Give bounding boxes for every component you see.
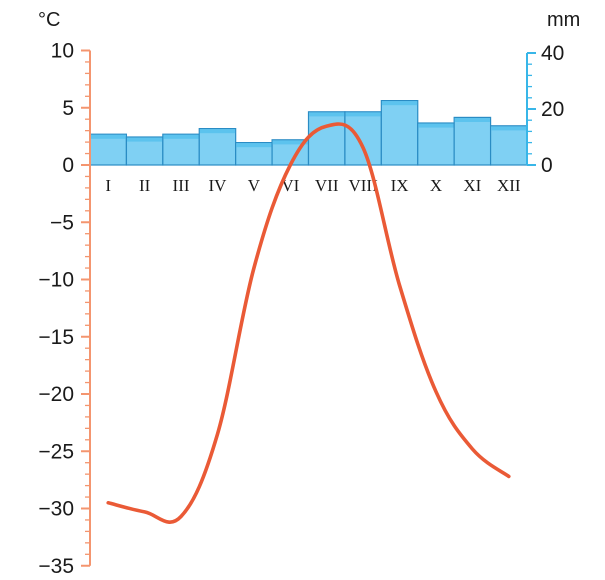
left-tick-label: −5 bbox=[50, 211, 74, 234]
precip-bar-top bbox=[381, 101, 418, 106]
precip-bar-top bbox=[454, 118, 490, 122]
precip-bar-XII bbox=[489, 125, 528, 166]
axes: 10 5 0 −5 −10 −15 −20 −25 −30 −35 40 20 0 bbox=[38, 40, 564, 578]
precip-bar-I bbox=[89, 133, 128, 166]
precip-bar-body bbox=[417, 122, 455, 166]
precip-bar-body bbox=[162, 133, 200, 166]
precip-bar-VII bbox=[307, 111, 346, 166]
left-tick-label: 0 bbox=[62, 154, 74, 177]
month-label-IX: IX bbox=[391, 176, 409, 195]
month-label-III: III bbox=[173, 176, 190, 195]
precip-bar-XI bbox=[453, 116, 492, 166]
precip-bar-top bbox=[272, 140, 308, 145]
precip-bar-top bbox=[236, 143, 272, 148]
precip-bar-body bbox=[125, 136, 164, 166]
precip-bar-body bbox=[198, 128, 237, 166]
month-label-VI: VI bbox=[281, 176, 299, 195]
precip-bar-IV bbox=[198, 128, 237, 166]
precip-bar-V bbox=[235, 142, 273, 166]
precip-bar-top bbox=[345, 112, 381, 117]
month-label-XI: XI bbox=[463, 176, 481, 195]
left-tick-label: −30 bbox=[38, 498, 74, 521]
precip-bar-body bbox=[89, 133, 128, 166]
left-axis-unit: °C bbox=[38, 9, 60, 31]
left-tick-label: −20 bbox=[38, 383, 74, 406]
left-tick-label: 5 bbox=[62, 97, 74, 120]
month-labels: I II III IV V VI VII VIII IX X XI XII bbox=[105, 176, 521, 195]
left-tick-label: −25 bbox=[38, 440, 74, 463]
precip-bar-top bbox=[309, 112, 345, 117]
month-label-II: II bbox=[139, 176, 151, 195]
precip-bar-top bbox=[199, 129, 236, 134]
precipitation-bars bbox=[89, 99, 528, 166]
precip-bar-X bbox=[417, 122, 455, 166]
left-tick-label: −35 bbox=[38, 555, 74, 578]
left-tick-label: −10 bbox=[38, 269, 74, 292]
month-label-X: X bbox=[430, 176, 442, 195]
precip-bar-top bbox=[127, 137, 163, 142]
temperature-line-layer bbox=[106, 122, 511, 524]
right-tick-label: 0 bbox=[541, 154, 553, 177]
precip-bar-top bbox=[491, 126, 527, 131]
right-tick-label: 20 bbox=[541, 98, 564, 121]
precip-bar-top bbox=[163, 134, 199, 139]
month-label-XII: XII bbox=[497, 176, 521, 195]
precip-bar-body bbox=[344, 111, 382, 166]
right-axis-unit: mm bbox=[547, 9, 580, 31]
precip-bar-II bbox=[125, 136, 164, 166]
temperature-line bbox=[106, 122, 511, 524]
precip-bar-body bbox=[453, 116, 492, 166]
precip-bar-body bbox=[380, 99, 419, 166]
precip-bar-IX bbox=[380, 99, 419, 166]
right-tick-label: 40 bbox=[541, 42, 564, 65]
precip-bar-top bbox=[418, 123, 454, 128]
left-tick-label: 10 bbox=[51, 40, 74, 63]
month-label-VII: VII bbox=[315, 176, 339, 195]
precip-bar-III bbox=[162, 133, 200, 166]
precip-bar-body bbox=[307, 111, 346, 166]
precip-bar-body bbox=[489, 125, 528, 166]
precip-bar-VIII bbox=[344, 111, 382, 166]
month-label-VIII: VIII bbox=[348, 176, 378, 195]
month-label-IV: IV bbox=[208, 176, 227, 195]
left-tick-label: −15 bbox=[38, 326, 74, 349]
month-label-I: I bbox=[105, 176, 111, 195]
precip-bar-top bbox=[90, 134, 126, 139]
month-label-V: V bbox=[248, 176, 261, 195]
